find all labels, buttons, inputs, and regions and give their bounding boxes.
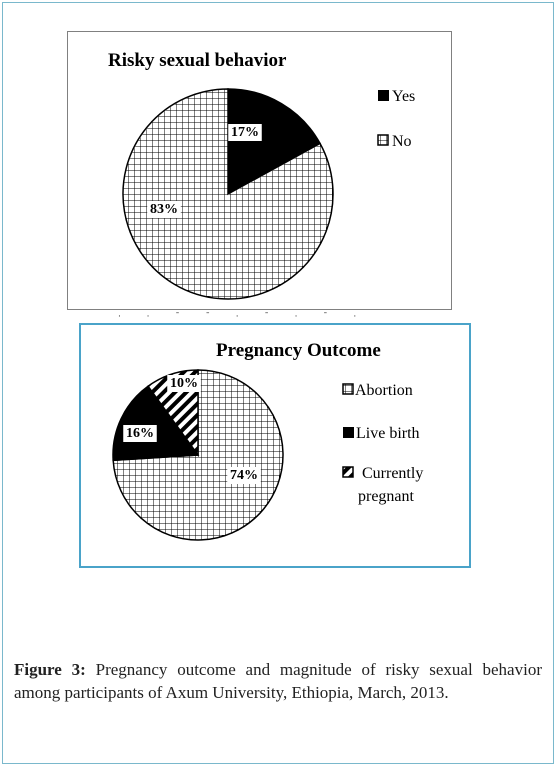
legend-pregnant-label-1: Currently: [362, 465, 423, 482]
legend-no-swatch: [377, 134, 389, 146]
data-label-no: 83%: [150, 202, 178, 217]
chart2-legend: Abortion Live birth Currently pregnant: [342, 382, 423, 505]
risky-behavior-chart: Risky sexual behavior 17% 83% Yes No: [67, 31, 452, 310]
data-label-bg: [123, 425, 157, 442]
data-label-bg: [167, 375, 201, 392]
pie-slice-no: [122, 88, 334, 300]
data-label-bg: [147, 201, 181, 218]
chart1-title: Risky sexual behavior: [108, 50, 287, 71]
data-label-currently-pregnant: 10%: [170, 376, 198, 391]
risky-behavior-svg: Risky sexual behavior 17% 83% Yes No: [108, 50, 415, 300]
figure-caption: Figure 3: Pregnancy outcome and magnitud…: [14, 658, 542, 704]
pregnancy-outcome-chart: Pregnancy Outcome 74% 16% 10% Abortion Liv…: [79, 323, 471, 568]
data-label-bg: [227, 467, 261, 484]
caption-text: Pregnancy outcome and magnitude of risky…: [14, 660, 542, 702]
legend-no-label: No: [392, 133, 412, 150]
legend-abortion-label: Abortion: [355, 382, 413, 399]
legend-yes-label: Yes: [392, 88, 415, 105]
legend-livebirth-label: Live birth: [356, 425, 420, 442]
legend-pregnant-swatch: [342, 466, 354, 478]
data-label-abortion: 74%: [230, 468, 258, 483]
chart2-pie: 74% 16% 10%: [112, 369, 284, 541]
chart1-legend: Yes No: [377, 88, 415, 150]
tick-row: · · ˉ ˉ · ˉ · ˉ ·: [118, 312, 357, 322]
pregnancy-outcome-svg: Pregnancy Outcome 74% 16% 10% Abortion Liv…: [112, 340, 423, 541]
legend-yes-swatch: [378, 90, 389, 101]
chart2-title: Pregnancy Outcome: [216, 340, 381, 361]
caption-label: Figure 3:: [14, 660, 86, 679]
pie-slice-yes: [227, 88, 322, 196]
data-label-live-birth: 16%: [126, 426, 154, 441]
legend-abortion-swatch: [342, 383, 354, 395]
legend-livebirth-swatch: [343, 427, 354, 438]
chart1-pie: 17% 83%: [122, 88, 334, 300]
data-label-yes: 17%: [231, 125, 259, 140]
data-label-bg: [228, 124, 262, 141]
legend-pregnant-label-2: pregnant: [358, 488, 415, 505]
